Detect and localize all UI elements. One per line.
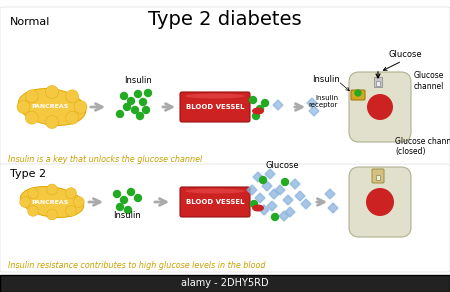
Text: BLOOD VESSEL: BLOOD VESSEL — [186, 199, 244, 205]
Circle shape — [144, 90, 152, 96]
Circle shape — [282, 178, 288, 185]
Circle shape — [355, 90, 361, 96]
Circle shape — [127, 98, 135, 105]
Polygon shape — [267, 201, 277, 211]
Text: alamy - 2DHY5RD: alamy - 2DHY5RD — [181, 279, 269, 288]
Ellipse shape — [252, 107, 264, 114]
Text: Glucose
channel: Glucose channel — [414, 71, 445, 91]
Circle shape — [66, 111, 79, 124]
FancyBboxPatch shape — [376, 175, 380, 180]
Circle shape — [45, 85, 58, 98]
Ellipse shape — [18, 88, 86, 126]
Polygon shape — [269, 189, 279, 199]
Circle shape — [113, 190, 121, 197]
Circle shape — [123, 103, 130, 110]
Polygon shape — [259, 205, 269, 215]
Circle shape — [249, 96, 256, 103]
Polygon shape — [295, 191, 305, 201]
FancyBboxPatch shape — [349, 72, 411, 142]
Polygon shape — [262, 181, 272, 191]
Circle shape — [74, 100, 87, 114]
Text: Insulin
receptor: Insulin receptor — [309, 95, 338, 108]
Text: PANCREAS: PANCREAS — [32, 199, 69, 204]
Circle shape — [27, 188, 38, 199]
Text: BLOOD VESSEL: BLOOD VESSEL — [186, 104, 244, 110]
Polygon shape — [301, 199, 311, 209]
Text: Glucose channel
(closed): Glucose channel (closed) — [395, 137, 450, 156]
Circle shape — [261, 100, 269, 107]
FancyBboxPatch shape — [374, 77, 382, 87]
Circle shape — [271, 213, 279, 220]
Polygon shape — [275, 185, 285, 195]
Circle shape — [125, 206, 131, 213]
Circle shape — [127, 189, 135, 196]
FancyBboxPatch shape — [0, 7, 450, 166]
FancyBboxPatch shape — [0, 164, 450, 272]
Circle shape — [66, 90, 79, 103]
Circle shape — [135, 91, 141, 98]
Circle shape — [260, 176, 266, 183]
Circle shape — [27, 206, 38, 216]
Ellipse shape — [252, 204, 264, 211]
Text: Insulin: Insulin — [113, 211, 141, 220]
Ellipse shape — [185, 189, 245, 194]
Circle shape — [143, 107, 149, 114]
FancyBboxPatch shape — [372, 169, 384, 183]
Polygon shape — [325, 189, 335, 199]
Circle shape — [121, 197, 127, 204]
FancyBboxPatch shape — [0, 275, 450, 292]
Circle shape — [66, 206, 77, 216]
Polygon shape — [253, 172, 263, 182]
Text: Glucose: Glucose — [388, 50, 422, 59]
Text: PANCREAS: PANCREAS — [32, 105, 69, 110]
Circle shape — [45, 116, 58, 128]
Circle shape — [47, 184, 58, 195]
Text: Type 2 diabetes: Type 2 diabetes — [148, 10, 302, 29]
Circle shape — [73, 197, 84, 207]
Polygon shape — [279, 211, 289, 221]
Circle shape — [252, 112, 260, 119]
Circle shape — [140, 98, 147, 105]
Text: Insulin: Insulin — [124, 76, 152, 85]
Polygon shape — [247, 185, 257, 195]
Circle shape — [256, 105, 264, 112]
FancyBboxPatch shape — [351, 90, 365, 100]
Text: Insulin: Insulin — [312, 74, 340, 84]
Circle shape — [117, 204, 123, 211]
Text: Glucose: Glucose — [265, 161, 299, 170]
Polygon shape — [328, 203, 338, 213]
Circle shape — [17, 100, 30, 114]
Circle shape — [366, 188, 394, 216]
Circle shape — [367, 94, 393, 120]
Polygon shape — [273, 100, 283, 110]
Ellipse shape — [20, 187, 84, 218]
Circle shape — [135, 194, 141, 201]
Circle shape — [251, 201, 257, 208]
Polygon shape — [283, 195, 293, 205]
Circle shape — [47, 209, 58, 220]
Text: Insulin is a key that unlocks the glucose channel: Insulin is a key that unlocks the glucos… — [8, 154, 202, 164]
Text: Type 2: Type 2 — [10, 169, 46, 179]
Polygon shape — [309, 106, 319, 116]
Ellipse shape — [185, 93, 245, 98]
Circle shape — [25, 90, 38, 103]
Circle shape — [121, 93, 127, 100]
Circle shape — [66, 188, 77, 199]
Circle shape — [131, 107, 139, 114]
Text: Normal: Normal — [10, 17, 50, 27]
Circle shape — [136, 112, 144, 119]
Polygon shape — [307, 98, 317, 108]
Circle shape — [20, 197, 31, 207]
Polygon shape — [255, 193, 265, 203]
FancyBboxPatch shape — [376, 81, 380, 86]
Polygon shape — [290, 179, 300, 189]
Polygon shape — [285, 207, 295, 217]
Circle shape — [117, 110, 123, 117]
FancyBboxPatch shape — [349, 167, 411, 237]
FancyBboxPatch shape — [180, 92, 250, 122]
FancyBboxPatch shape — [180, 187, 250, 217]
Circle shape — [25, 111, 38, 124]
Polygon shape — [265, 169, 275, 179]
Text: Insulin resistance contributes to high glucose levels in the blood: Insulin resistance contributes to high g… — [8, 262, 266, 270]
